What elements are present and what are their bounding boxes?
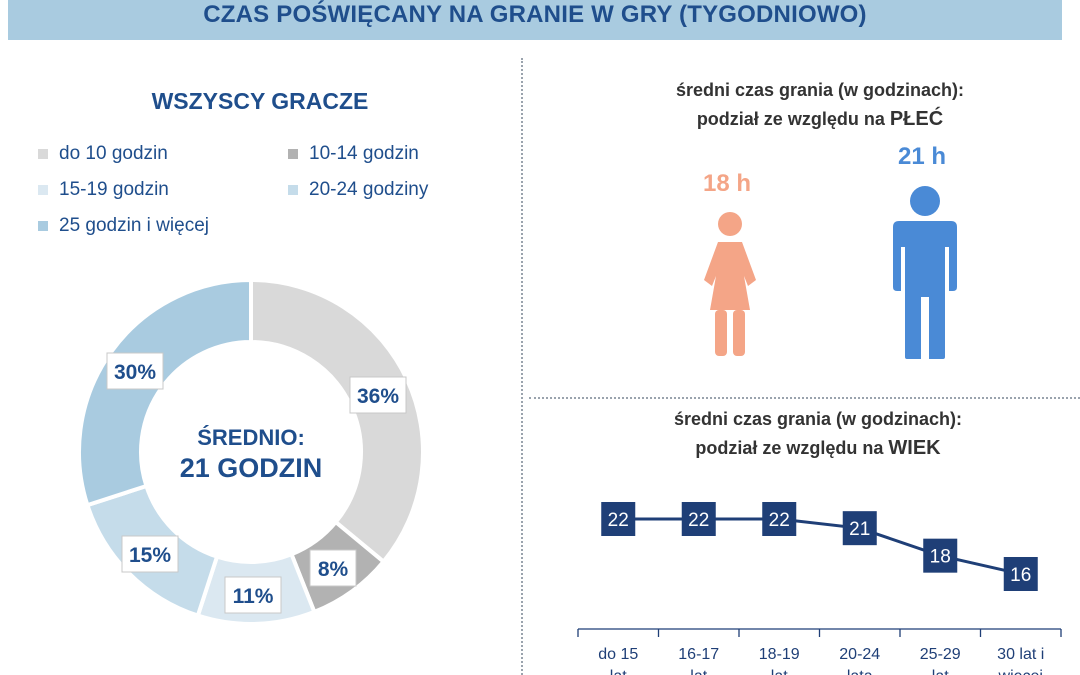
age-marker	[923, 538, 958, 573]
vertical-divider	[521, 58, 523, 675]
age-data-label: 16	[1010, 565, 1031, 586]
legend-label: 15-19 godzin	[59, 179, 169, 200]
age-tick-labels: do 15lat 16-17lat 18-19lat 20-24lata 25-29la…	[598, 646, 1044, 675]
donut-label-box	[224, 576, 282, 614]
donut-center-label: ŚREDNIO:	[197, 425, 305, 450]
age-title-accent: WIEK	[888, 437, 941, 459]
age-tick-label: 16-17lat	[678, 646, 719, 675]
legend-swatch	[288, 185, 298, 195]
legend-item: 20-24 godziny	[288, 179, 428, 201]
donut-label-box	[121, 535, 179, 573]
age-tick-label: 25-29lat	[920, 646, 961, 675]
age-data-label: 18	[930, 547, 951, 568]
legend-label: do 10 godzin	[59, 143, 168, 164]
age-data-markers: 22 22 22 21 18 16	[601, 502, 1038, 591]
female-value: 18 h	[703, 170, 752, 197]
legend-label: 20-24 godziny	[309, 179, 429, 200]
donut-data-label: 36%	[357, 385, 399, 408]
donut-data-label: 11%	[233, 585, 274, 608]
female-icon	[704, 212, 756, 356]
age-line-chart: 22 22 22 21 18 16 do 15lat 16-17lat 18-19lat 20-…	[577, 502, 1062, 675]
donut-chart: 36% 8% 11% 15% 30% ŚREDNIO: 21 GODZIN	[77, 277, 425, 626]
donut-title: WSZYSCY GRACZE	[151, 88, 369, 114]
legend-item: 25 godzin i więcej	[38, 215, 209, 237]
male-value: 21 h	[898, 143, 947, 170]
donut-data-label: 8%	[318, 558, 349, 581]
donut-slice	[249, 277, 425, 565]
legend-label: 10-14 godzin	[309, 143, 419, 164]
age-data-label: 22	[608, 510, 629, 531]
age-chart-title: średni czas grania (w godzinach): podzia…	[608, 405, 1028, 463]
age-marker	[1003, 557, 1038, 591]
legend-item: do 10 godzin	[38, 143, 168, 165]
gender-title-line2: podział ze względu na PŁEĆ	[610, 105, 1030, 134]
donut-data-label: 30%	[114, 361, 156, 384]
age-title-prefix: podział ze względu na	[695, 438, 884, 458]
age-tick-label: 18-19lat	[759, 646, 800, 675]
donut-label-box	[309, 549, 357, 587]
age-tick-label: do 15lat	[598, 646, 638, 675]
donut-slices	[77, 277, 425, 626]
donut-label-box	[106, 352, 164, 390]
header-banner: CZAS POŚWIĘCANY NA GRANIE W GRY (TYGODNI…	[8, 0, 1062, 40]
age-marker	[601, 502, 636, 536]
donut-data-label: 15%	[129, 544, 171, 567]
donut-center-value: 21 GODZIN	[180, 453, 323, 483]
age-title-line2: podział ze względu na WIEK	[608, 434, 1028, 463]
legend-swatch	[38, 149, 48, 159]
age-line-path	[618, 517, 1022, 576]
age-tick-label: 20-24lata	[839, 646, 880, 675]
horizontal-divider	[529, 397, 1080, 399]
legend-item: 10-14 godzin	[288, 143, 419, 165]
donut-label-box	[349, 376, 407, 414]
donut-slice	[77, 277, 253, 508]
gender-chart-title: średni czas grania (w godzinach): podzia…	[610, 76, 1030, 134]
age-data-label: 21	[849, 519, 870, 540]
age-x-axis	[577, 628, 1062, 637]
gender-title-prefix: podział ze względu na	[696, 109, 885, 129]
age-title-line1: średni czas grania (w godzinach):	[673, 409, 963, 429]
age-data-label: 22	[769, 510, 790, 531]
gender-title-accent: PŁEĆ	[889, 108, 944, 130]
gender-title-line1: średni czas grania (w godzinach):	[675, 80, 965, 100]
donut-labels: 36% 8% 11% 15% 30%	[106, 352, 407, 614]
page-title: CZAS POŚWIĘCANY NA GRANIE W GRY (TYGODNI…	[203, 1, 867, 28]
legend-swatch	[38, 185, 48, 195]
age-marker	[842, 511, 877, 546]
legend-swatch	[288, 149, 298, 159]
age-series-line	[618, 517, 1022, 576]
age-marker	[681, 502, 716, 536]
male-icon	[893, 186, 957, 359]
legend-item: 15-19 godzin	[38, 179, 169, 201]
age-marker	[762, 502, 797, 536]
legend-swatch	[38, 221, 48, 231]
legend-label: 25 godzin i więcej	[59, 215, 209, 236]
age-data-label: 22	[688, 510, 709, 531]
